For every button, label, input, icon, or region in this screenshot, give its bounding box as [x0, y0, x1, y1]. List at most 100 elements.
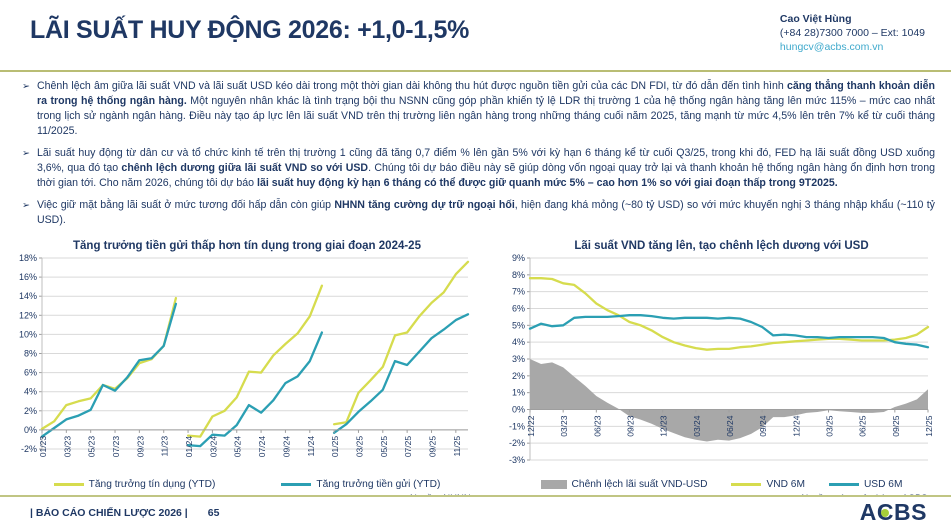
svg-text:1%: 1%	[512, 388, 525, 398]
legend-swatch	[281, 483, 312, 487]
bullet-text: Chênh lệch âm giữa lãi suất VND và lãi s…	[36, 80, 936, 138]
svg-text:06/24: 06/24	[725, 416, 735, 438]
svg-text:12/24: 12/24	[791, 416, 801, 438]
chart-title: Tăng trưởng tiền gửi thấp hơn tín dụng t…	[73, 240, 421, 253]
bullet-text: Việc giữ mặt bằng lãi suất ở mức tương đ…	[36, 199, 935, 227]
legend-label: VND 6M	[766, 479, 805, 491]
report-title: | BÁO CÁO CHIẾN LƯỢC 2026 |	[30, 506, 188, 519]
svg-text:2%: 2%	[24, 406, 37, 416]
svg-text:12%: 12%	[19, 311, 37, 321]
svg-text:09/25: 09/25	[891, 416, 901, 438]
svg-text:12/25: 12/25	[924, 416, 934, 438]
svg-text:01/23: 01/23	[38, 436, 48, 458]
chart-canvas: 9% 8% 7% 6% 5% 4% 3% 2% 1% 0% -1% -2% -3% 12/22 03/23 0…	[509, 253, 934, 465]
legend-swatch	[540, 480, 567, 490]
chart-title: Lãi suất VND tăng lên, tạo chênh lệch dư…	[574, 240, 869, 253]
svg-text:6%: 6%	[512, 304, 525, 314]
chart-canvas: 18% 16% 14% 12% 10% 8% 6% 4% 2% 0% -2% 01/23 03/23 05…	[19, 253, 470, 458]
svg-text:07/25: 07/25	[403, 436, 413, 458]
legend-item: Tăng trưởng tín dụng (YTD)	[53, 479, 216, 491]
legend-swatch	[53, 483, 84, 487]
svg-text:3%: 3%	[512, 354, 525, 364]
svg-text:12/23: 12/23	[659, 416, 669, 438]
page-number: 65	[207, 506, 220, 519]
svg-text:03/25: 03/25	[825, 416, 835, 438]
legend-item: USD 6M	[828, 479, 903, 491]
svg-text:10%: 10%	[19, 330, 37, 340]
svg-text:11/25: 11/25	[452, 436, 462, 457]
svg-text:16%: 16%	[19, 272, 37, 282]
legend-label: Chênh lệch lãi suất VND-USD	[571, 479, 708, 491]
svg-text:11/24: 11/24	[306, 436, 316, 457]
svg-text:05/25: 05/25	[379, 436, 389, 458]
svg-text:03/23: 03/23	[62, 436, 72, 458]
svg-text:-3%: -3%	[509, 455, 525, 465]
header-divider	[0, 70, 951, 72]
acbs-logo: ACBS	[859, 499, 927, 525]
svg-text:4%: 4%	[24, 387, 37, 397]
bullet-item: ➢ Chênh lệch âm giữa lãi suất VND và lãi…	[22, 79, 935, 139]
svg-text:9%: 9%	[512, 254, 525, 263]
legend-swatch	[731, 483, 762, 487]
svg-text:5%: 5%	[512, 321, 525, 331]
legend-label: Tăng trưởng tiền gửi (YTD)	[316, 479, 441, 491]
svg-text:01/24: 01/24	[184, 436, 194, 458]
legend-item: Chênh lệch lãi suất VND-USD	[540, 479, 708, 491]
chart-plot-area: 9% 8% 7% 6% 5% 4% 3% 2% 1% 0% -1% -2% -3% 12/22 03/23 0…	[500, 253, 943, 477]
svg-text:11/23: 11/23	[160, 436, 170, 457]
svg-text:8%: 8%	[24, 349, 37, 359]
svg-text:4%: 4%	[512, 337, 525, 347]
svg-text:05/23: 05/23	[87, 436, 97, 458]
chart-plot-area: 18% 16% 14% 12% 10% 8% 6% 4% 2% 0% -2% 01/23 03/23 05…	[8, 253, 486, 477]
bullet-arrow-icon: ➢	[22, 81, 30, 92]
bullet-text: Lãi suất huy động từ dân cư và tổ chức k…	[36, 147, 935, 190]
legend-swatch	[828, 483, 859, 487]
logo-dot-icon	[880, 509, 889, 517]
svg-text:09/25: 09/25	[427, 436, 437, 458]
bullet-arrow-icon: ➢	[22, 200, 30, 212]
svg-text:07/23: 07/23	[111, 436, 121, 458]
page-title: LÃI SUẤT HUY ĐỘNG 2026: +1,0-1,5%	[30, 16, 470, 44]
legend-item: Tăng trưởng tiền gửi (YTD)	[281, 479, 440, 490]
author-contact-block: Cao Việt Hùng (+84 28)7300 7000 – Ext: 1…	[780, 10, 925, 55]
svg-text:0%: 0%	[24, 425, 37, 435]
svg-text:2%: 2%	[512, 371, 525, 381]
svg-text:06/25: 06/25	[858, 416, 868, 438]
charts-row: Tăng trưởng tiền gửi thấp hơn tín dụng t…	[0, 235, 951, 504]
svg-text:09/24: 09/24	[281, 436, 291, 458]
bullet-item: ➢ Việc giữ mặt bằng lãi suất ở mức tương…	[22, 198, 935, 228]
author-name: Cao Việt Hùng	[779, 13, 852, 25]
svg-text:8%: 8%	[512, 270, 525, 280]
chart-legend: Chênh lệch lãi suất VND-USD VND 6M USD 6M	[500, 479, 943, 490]
svg-text:05/24: 05/24	[233, 436, 243, 458]
svg-text:03/25: 03/25	[354, 436, 364, 458]
svg-text:09/24: 09/24	[758, 416, 768, 438]
footer: | BÁO CÁO CHIẾN LƯỢC 2026 | 65 ACBS	[0, 495, 951, 528]
chart-legend: Tăng trưởng tín dụng (YTD) Tăng trưởng ti…	[8, 479, 486, 490]
summary-bullets: ➢ Chênh lệch âm giữa lãi suất VND và lãi…	[0, 72, 951, 228]
svg-text:12/22: 12/22	[526, 416, 536, 438]
svg-text:0%: 0%	[512, 405, 525, 415]
author-email-link[interactable]: hungcv@acbs.com.vn	[779, 41, 884, 54]
credit-deposit-growth-chart: Tăng trưởng tiền gửi thấp hơn tín dụng t…	[8, 237, 486, 504]
vnd-usd-rate-chart: Lãi suất VND tăng lên, tạo chênh lệch dư…	[500, 237, 943, 504]
svg-text:03/24: 03/24	[692, 416, 702, 438]
svg-text:7%: 7%	[512, 287, 525, 297]
svg-text:03/23: 03/23	[559, 416, 569, 438]
svg-text:-2%: -2%	[21, 444, 37, 454]
svg-text:03/24: 03/24	[208, 436, 218, 458]
svg-text:18%: 18%	[19, 254, 37, 263]
svg-text:06/23: 06/23	[592, 416, 602, 438]
legend-label: Tăng trưởng tín dụng (YTD)	[88, 479, 216, 491]
legend-label: USD 6M	[863, 479, 903, 491]
svg-text:09/23: 09/23	[626, 416, 636, 438]
svg-text:09/23: 09/23	[135, 436, 145, 458]
bullet-arrow-icon: ➢	[22, 148, 30, 160]
header: LÃI SUẤT HUY ĐỘNG 2026: +1,0-1,5% Cao Vi…	[0, 0, 951, 60]
svg-text:-1%: -1%	[509, 422, 525, 432]
bullet-item: ➢ Lãi suất huy động từ dân cư và tổ chức…	[22, 146, 935, 191]
svg-text:01/25: 01/25	[330, 436, 340, 458]
svg-text:14%: 14%	[19, 291, 37, 301]
svg-text:07/24: 07/24	[257, 436, 267, 458]
